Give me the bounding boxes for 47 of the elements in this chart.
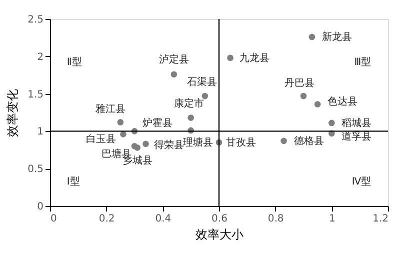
text: 石渠县 (186, 77, 217, 88)
annotation: Ⅳ型 (352, 176, 372, 188)
point (202, 92, 208, 100)
point (328, 120, 335, 126)
y-tick-label: 0 (37, 202, 44, 212)
text: 泸定县 (158, 54, 189, 66)
point (308, 34, 316, 40)
text: 雅江县 (95, 104, 126, 116)
text: 稻城县 (342, 118, 372, 129)
x-tick-label: 0.6 (212, 214, 228, 224)
y-axis-title: 效率变化 (6, 89, 20, 137)
point (188, 114, 194, 121)
text: 德格县 (294, 136, 324, 147)
x-tick-label: 0.2 (98, 214, 115, 224)
text: 色达县 (328, 96, 358, 108)
point (280, 138, 287, 144)
annotation: Ⅱ型 (66, 56, 82, 68)
x-tick-label: 1 (328, 214, 336, 224)
x-axis-title: 效率大小 (196, 228, 244, 242)
text: 康定市 (174, 98, 204, 110)
y-tick-label: 1 (37, 126, 44, 138)
text: 炉霍县 (142, 118, 172, 130)
point (117, 119, 124, 126)
point (314, 101, 321, 108)
text: 白玉县 (86, 134, 116, 146)
point (142, 140, 149, 148)
y-tick-label: 2.5 (28, 14, 44, 26)
annotation: Ⅰ型 (66, 176, 80, 188)
point (170, 71, 178, 78)
text: 新龙县 (322, 32, 352, 43)
y-tick-label: 2 (37, 52, 44, 63)
text: 九龙县 (239, 52, 270, 64)
y-tick-label: 1.5 (28, 89, 44, 100)
text: 丹巴县 (284, 78, 314, 90)
y-tick-label: 0.5 (28, 164, 44, 176)
x-tick-label: 1.2 (372, 214, 388, 224)
text: 道孚县 (342, 131, 372, 142)
text: 理塘县 (182, 137, 213, 148)
point (227, 54, 234, 62)
point (134, 144, 140, 151)
x-tick-label: 0 (50, 214, 57, 224)
text: 甘孜县 (226, 137, 256, 148)
text: 得荣县 (154, 140, 184, 151)
x-tick-label: 0.8 (268, 214, 284, 224)
point (300, 92, 307, 100)
x-tick-label: 0.4 (155, 214, 172, 224)
annotation: Ⅲ型 (354, 56, 372, 68)
